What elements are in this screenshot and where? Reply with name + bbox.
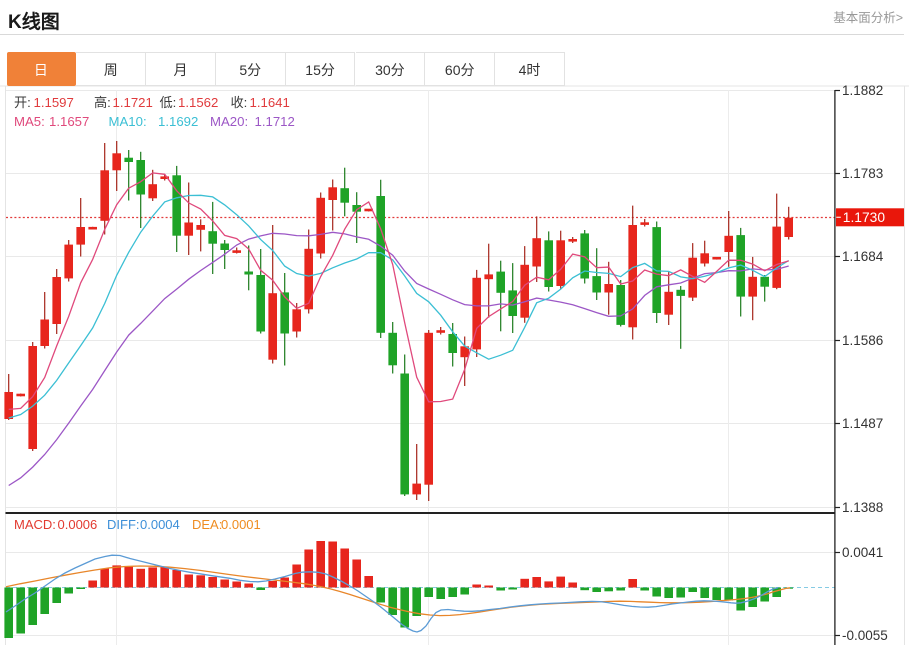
svg-text:1.1388: 1.1388 — [842, 500, 883, 515]
svg-text:1.1586: 1.1586 — [842, 333, 883, 348]
svg-text:1.1684: 1.1684 — [842, 249, 884, 264]
svg-text:1.1783: 1.1783 — [842, 166, 883, 181]
svg-text:1.1882: 1.1882 — [842, 83, 883, 98]
svg-text:0.0041: 0.0041 — [842, 545, 883, 560]
svg-text:1.1730: 1.1730 — [843, 210, 886, 225]
svg-text:-0.0055: -0.0055 — [842, 628, 888, 643]
svg-text:1.1487: 1.1487 — [842, 416, 883, 431]
